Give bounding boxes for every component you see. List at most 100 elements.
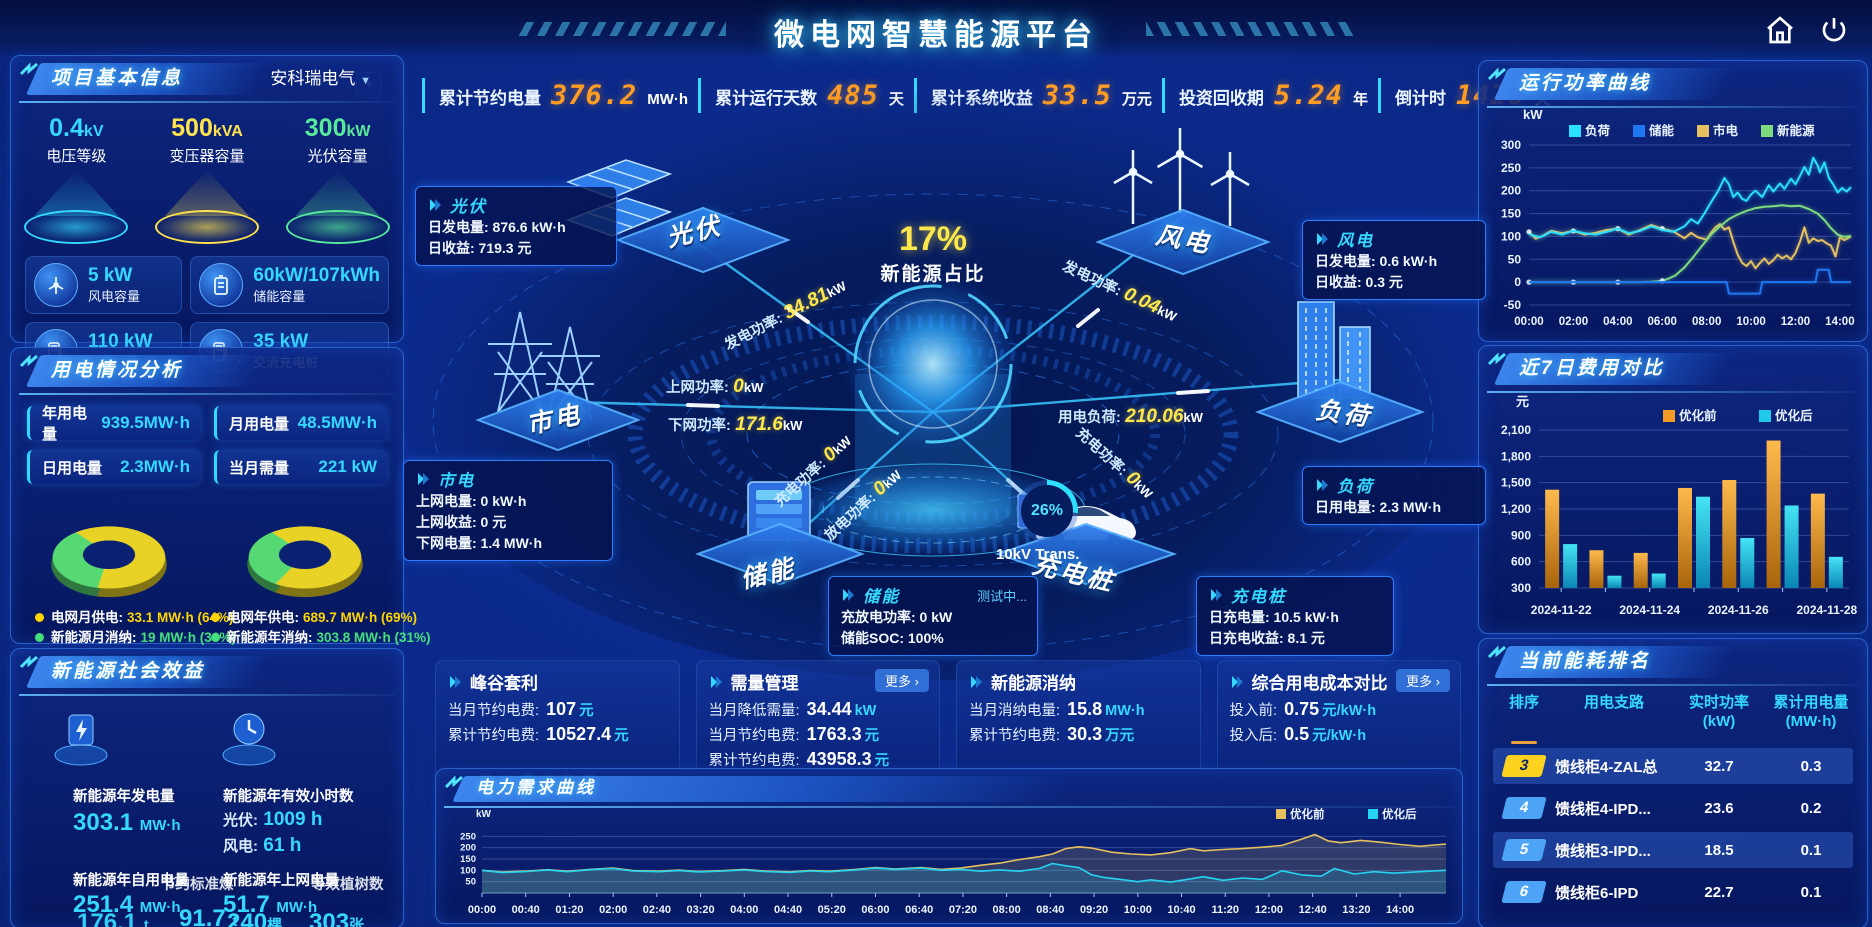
info-box-row: 上网收益: 0 元 xyxy=(416,514,507,530)
svg-text:优化后: 优化后 xyxy=(1382,807,1417,821)
table-row[interactable]: 4 馈线柜4-IPD... 23.6 0.2 xyxy=(1493,790,1853,826)
wind-info-box: 风电 日发电量: 0.6 kW·h 日收益: 0.3 元 xyxy=(1302,220,1486,300)
info-box-row: 日充电收益: 8.1 元 xyxy=(1209,630,1325,646)
more-button[interactable]: 更多 › xyxy=(1396,669,1450,692)
capacity-item: 60kW/107kWh 储能容量 xyxy=(190,256,389,314)
usage-stat-value: 939.5MW·h xyxy=(101,413,190,432)
info-box-header: 储能 测试中... xyxy=(841,583,1027,607)
coal-label: 节约标准煤 xyxy=(161,877,234,893)
benefit-card: 需量管理 更多 › 当月降低需量: 34.44 kW 当月节约电费: 1763.3 元累计… xyxy=(695,660,940,782)
svg-text:1,500: 1,500 xyxy=(1501,476,1531,490)
svg-text:2024-11-26: 2024-11-26 xyxy=(1708,603,1769,617)
more-button[interactable]: 更多 › xyxy=(875,669,929,692)
spotlight-platform xyxy=(154,210,259,244)
card-title: 需量管理 xyxy=(709,669,928,694)
battery-icon xyxy=(199,263,244,307)
table-row[interactable]: 5 馈线柜3-IPD... 18.5 0.1 xyxy=(1493,832,1853,868)
card-row: 当月节约电费: 1763.3 元 xyxy=(708,724,880,744)
card-row: 累计节约电费: 10527.4 元 xyxy=(448,724,629,744)
cost-compare-chart: 元 2,100 1,800 1,500 1,200 900 600 300 2024-11-22… xyxy=(1483,390,1863,627)
card-row: 当月降低需量: 34.44 kW xyxy=(708,699,877,719)
flow-load: 用电负荷: 210.06kW xyxy=(1058,406,1203,427)
svg-text:600: 600 xyxy=(1511,555,1531,569)
kpi-unit: 万元 xyxy=(1121,91,1152,108)
rank-cell: 3 xyxy=(1493,755,1555,777)
hours-label: 新能源年有效小时数 xyxy=(223,789,354,805)
panel-title: 项目基本信息 xyxy=(51,68,184,89)
svg-text:2024-11-28: 2024-11-28 xyxy=(1796,603,1857,617)
svg-text:2024-11-24: 2024-11-24 xyxy=(1619,603,1680,617)
svg-text:元: 元 xyxy=(1516,394,1529,409)
svg-text:05:20: 05:20 xyxy=(818,904,846,916)
usage-stat-value: 2.3MW·h xyxy=(120,457,190,476)
rank-badge: 6 xyxy=(1501,881,1547,903)
svg-text:10:00: 10:00 xyxy=(1124,904,1152,916)
energy-value: 0.2 xyxy=(1800,799,1822,817)
table-row[interactable]: 6 馈线柜6-IPD 22.7 0.1 xyxy=(1493,874,1853,910)
renewable-share: 17% 新能源占比 xyxy=(873,220,993,286)
to-grid-value: 51.7 MW·h xyxy=(223,891,318,918)
kpi-label: 倒计时 xyxy=(1394,89,1446,108)
svg-text:00:00: 00:00 xyxy=(1514,316,1543,328)
kpi-value: 5.24 xyxy=(1273,80,1343,111)
svg-text:250: 250 xyxy=(1501,161,1521,175)
pv-info-box: 光伏 日发电量: 876.6 kW·h 日收益: 719.3 元 xyxy=(415,186,617,266)
svg-text:04:40: 04:40 xyxy=(774,904,802,916)
svg-text:2024-11-22: 2024-11-22 xyxy=(1531,603,1592,617)
spotlight-label: 变压器容量 xyxy=(169,148,245,165)
kpi-label: 投资回收期 xyxy=(1178,89,1264,108)
panel-title: 当前能耗排名 xyxy=(1519,651,1652,672)
svg-text:储能: 储能 xyxy=(1648,123,1675,138)
power-icon[interactable] xyxy=(1818,14,1850,46)
stage-decor xyxy=(432,128,1434,651)
svg-text:900: 900 xyxy=(1511,528,1531,542)
info-box-row: 日发电量: 0.6 kW·h xyxy=(1315,253,1438,269)
ranking-header: 排序 用电支路 实时功率 (kW) 累计用电量 (MW·h) xyxy=(1493,693,1853,731)
usage-stat: 日用电量 2.3MW·h xyxy=(27,450,200,484)
flow-up: 上网功率: 0kW xyxy=(666,376,764,397)
pv-hours: 光伏: 1009 h xyxy=(223,809,323,830)
svg-text:02:00: 02:00 xyxy=(1559,316,1588,328)
spotlight-platform xyxy=(285,210,390,244)
battery-cabinet-art xyxy=(747,481,811,541)
charger-info-box: 充电桩 日充电量: 10.5 kW·h 日充电收益: 8.1 元 xyxy=(1196,576,1394,656)
spotlight-cone xyxy=(164,170,249,216)
panel-renewable-benefits: 新能源社会效益 新能源年发电量 303.1 MW·h 新能源年有效小时数 光伏:… xyxy=(10,648,404,927)
svg-text:1,200: 1,200 xyxy=(1501,502,1531,516)
carbon-value: 176.1 t xyxy=(77,909,149,927)
svg-text:06:40: 06:40 xyxy=(905,904,933,916)
energy-value: 0.1 xyxy=(1800,841,1822,859)
self-use-label: 新能源年自用电量 xyxy=(73,873,189,889)
company-select[interactable]: 安科瑞电气 ▼ xyxy=(270,69,371,88)
svg-text:08:00: 08:00 xyxy=(993,904,1021,916)
ranking-pager-dash xyxy=(1511,741,1537,744)
svg-text:kW: kW xyxy=(476,809,492,820)
home-icon[interactable] xyxy=(1764,14,1796,46)
panel-title: 电力需求曲线 xyxy=(476,778,596,797)
energy-icon xyxy=(49,705,113,774)
svg-text:07:20: 07:20 xyxy=(949,904,977,916)
info-box-row: 下网电量: 1.4 MW·h xyxy=(416,535,542,551)
donut-legend-item: 新能源年消纳: 303.8 MW·h (31%) xyxy=(211,628,431,648)
panel-demand-curve: 电力需求曲线 kW 250 200 150 100 50 00:00 00:40 01:20 02… xyxy=(435,768,1463,924)
donut-month xyxy=(34,498,184,606)
svg-text:02:40: 02:40 xyxy=(643,904,671,916)
rank-badge: 3 xyxy=(1501,755,1547,777)
capacity-value: 35 kW xyxy=(253,330,309,352)
energy-value: 0.1 xyxy=(1800,883,1822,901)
card-title: 综合用电成本对比 xyxy=(1230,669,1449,694)
wind-icon xyxy=(34,263,78,307)
renewable-share-pct: 17% xyxy=(898,220,968,258)
svg-text:优化前: 优化前 xyxy=(1290,807,1325,821)
power-value: 23.6 xyxy=(1704,799,1734,817)
rank-cell: 4 xyxy=(1493,797,1555,819)
svg-text:10:00: 10:00 xyxy=(1736,316,1765,328)
svg-text:50: 50 xyxy=(1508,252,1522,266)
svg-text:08:40: 08:40 xyxy=(1036,904,1064,916)
info-box-row: 日发电量: 876.6 kW·h xyxy=(428,219,566,235)
table-row[interactable]: 3 馈线柜4-ZAL总 32.7 0.3 xyxy=(1493,748,1853,784)
svg-text:200: 200 xyxy=(460,843,476,854)
spotlight-value: 500kVA xyxy=(171,114,243,142)
svg-text:04:00: 04:00 xyxy=(1603,316,1632,328)
